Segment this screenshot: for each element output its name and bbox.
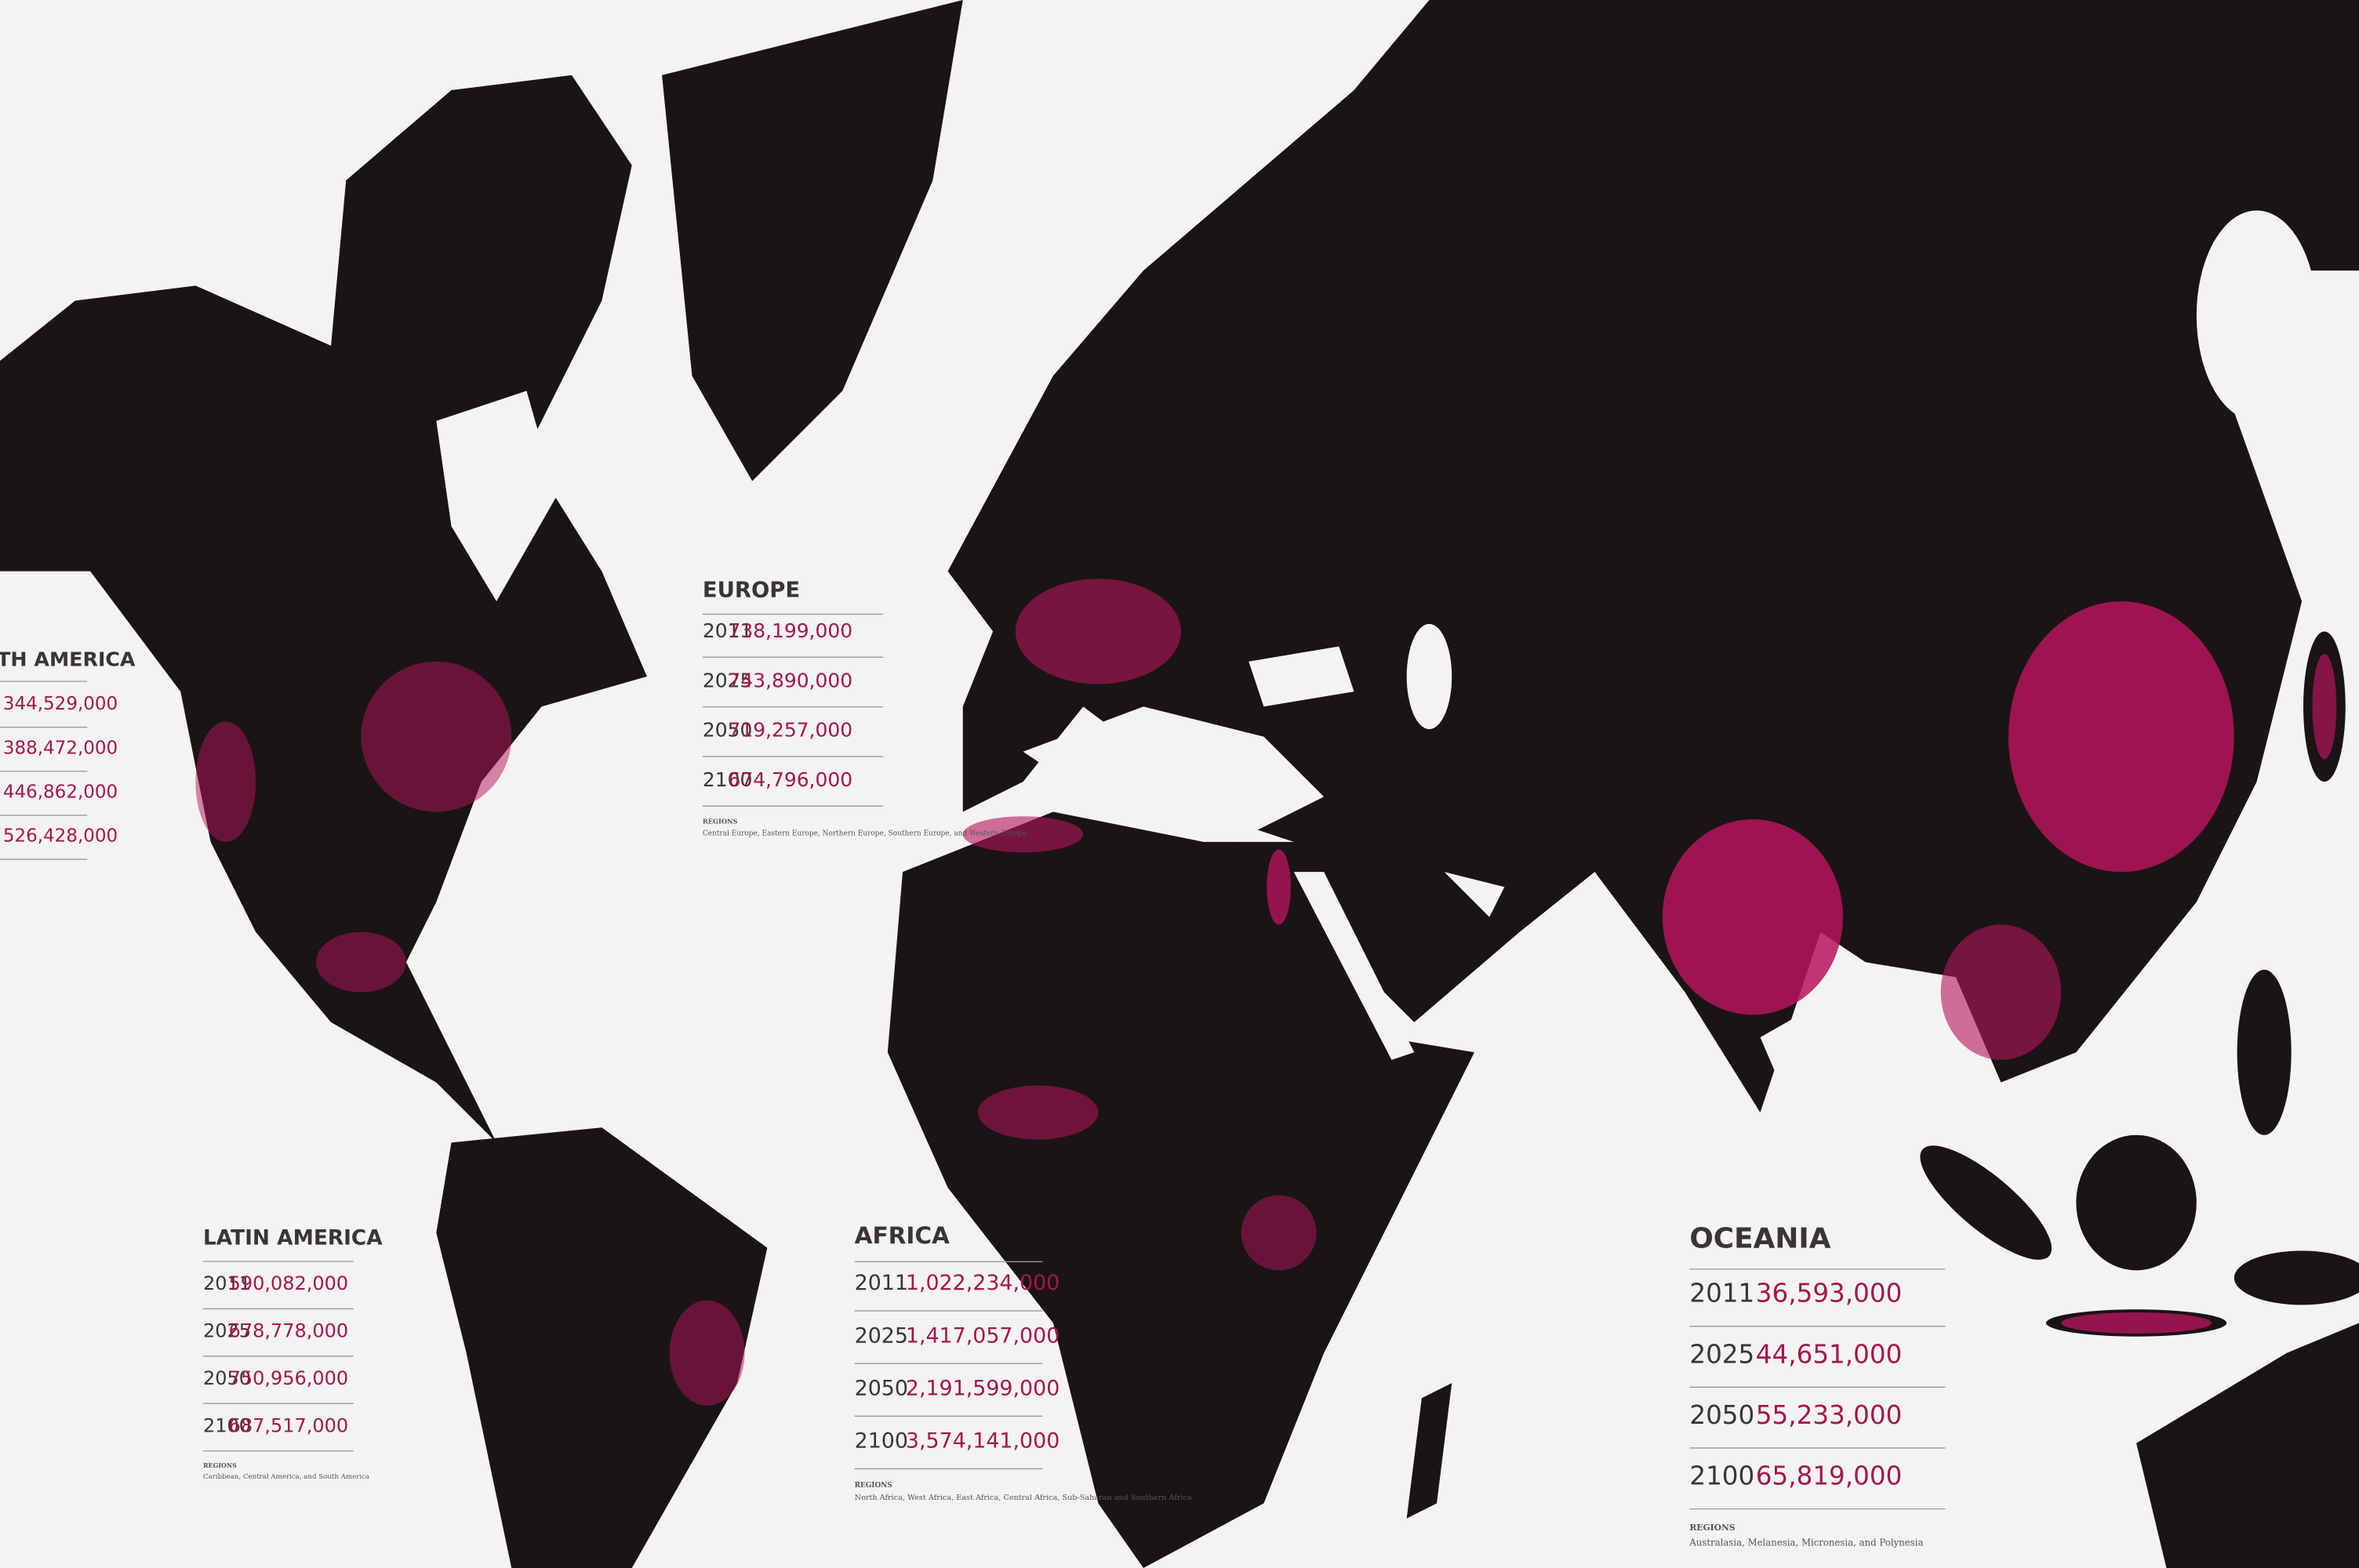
madagascar xyxy=(1406,1383,1452,1519)
water-bodies xyxy=(436,210,2317,1143)
population: 590,082,000 xyxy=(229,1272,349,1294)
density-nile xyxy=(1267,849,1291,925)
density-brazil xyxy=(669,1300,745,1406)
population: 3,574,141,000 xyxy=(906,1429,1060,1454)
population: 344,529,000 xyxy=(3,694,118,714)
density-us-east xyxy=(361,661,512,812)
region-title: LATIN AMERICA xyxy=(203,1227,383,1250)
sea-of-okhotsk xyxy=(2196,210,2317,421)
population: 719,257,000 xyxy=(728,719,852,742)
year: 2100 xyxy=(703,768,752,791)
region-title: TH AMERICA xyxy=(0,648,136,670)
eurasia xyxy=(947,0,2359,1112)
regions-list: Caribbean, Central America, and South Am… xyxy=(203,1473,369,1481)
density-east-africa xyxy=(1241,1195,1317,1271)
population: 674,796,000 xyxy=(728,768,852,791)
population: 65,819,000 xyxy=(1756,1461,1903,1491)
australia xyxy=(2136,1323,2359,1568)
density-japan xyxy=(2312,654,2337,760)
sumatra xyxy=(1920,1145,2052,1260)
year: 2011 xyxy=(1689,1279,1754,1308)
density-west-africa xyxy=(977,1085,1099,1140)
population: 44,651,000 xyxy=(1756,1339,1903,1369)
caspian xyxy=(1406,623,1452,730)
bay-of-bengal xyxy=(1760,977,1896,1143)
population: 446,862,000 xyxy=(3,782,118,802)
population: 750,956,000 xyxy=(229,1367,349,1389)
africa xyxy=(887,811,1474,1568)
year: 2011 xyxy=(855,1271,908,1295)
region-title: AFRICA xyxy=(855,1222,950,1249)
regions-label: REGIONS xyxy=(855,1482,892,1490)
population: 1,417,057,000 xyxy=(906,1323,1060,1348)
red-sea xyxy=(1293,872,1415,1060)
population: 36,593,000 xyxy=(1756,1279,1903,1308)
population: 687,517,000 xyxy=(229,1414,349,1436)
hudson-bay xyxy=(436,390,557,602)
greenland xyxy=(662,0,963,481)
density-north-africa xyxy=(962,816,1084,853)
year: 2050 xyxy=(1689,1400,1754,1430)
year: 2050 xyxy=(703,719,752,742)
population: 526,428,000 xyxy=(3,826,118,847)
south-america xyxy=(436,1127,768,1568)
region-title: OCEANIA xyxy=(1689,1223,1830,1255)
population-panels: TH AMERICA 344,529,000 388,472,000 446,862,… xyxy=(0,578,1946,1548)
year: 2011 xyxy=(203,1272,251,1294)
density-java xyxy=(2061,1312,2212,1334)
population: 678,778,000 xyxy=(229,1320,349,1342)
year: 2025 xyxy=(203,1320,251,1342)
year: 2050 xyxy=(203,1367,251,1389)
region-title: EUROPE xyxy=(703,578,800,602)
uk xyxy=(982,530,1028,627)
population: 1,022,234,000 xyxy=(906,1271,1060,1295)
regions-label: REGIONS xyxy=(1689,1523,1736,1533)
year: 2050 xyxy=(855,1376,908,1400)
year: 2025 xyxy=(855,1323,908,1348)
persian-gulf xyxy=(1444,872,1505,917)
regions-list: Central Europe, Eastern Europe, Northern… xyxy=(703,829,1027,837)
regions-list: Australasia, Melanesia, Micronesia, and … xyxy=(1688,1537,1923,1548)
density-mexico xyxy=(315,931,406,993)
population-density xyxy=(195,579,2337,1406)
density-us-west xyxy=(195,721,256,842)
population: 2,191,599,000 xyxy=(906,1376,1060,1400)
population: 388,472,000 xyxy=(3,738,118,758)
year: 2100 xyxy=(203,1414,251,1436)
density-se-asia xyxy=(1940,924,2062,1060)
year: 2100 xyxy=(1689,1461,1754,1491)
population: 55,233,000 xyxy=(1756,1400,1903,1430)
mediterranean xyxy=(1023,706,1325,842)
year: 2100 xyxy=(855,1429,908,1454)
regions-list: North Africa, West Africa, East Africa, … xyxy=(855,1494,1192,1502)
year: 2025 xyxy=(1689,1339,1754,1369)
borneo xyxy=(2076,1134,2197,1271)
density-europe xyxy=(1015,579,1181,684)
year: 2011 xyxy=(703,619,752,642)
population: 738,199,000 xyxy=(728,619,852,642)
philippines xyxy=(2237,969,2292,1135)
population: 743,890,000 xyxy=(728,669,852,691)
new-guinea xyxy=(2234,1250,2359,1305)
density-china xyxy=(2008,601,2234,873)
black-sea xyxy=(1249,646,1354,707)
regions-label: REGIONS xyxy=(203,1462,237,1469)
density-india xyxy=(1662,819,1843,1015)
year: 2025 xyxy=(703,669,752,691)
north-america xyxy=(0,74,647,1143)
regions-label: REGIONS xyxy=(703,817,738,825)
